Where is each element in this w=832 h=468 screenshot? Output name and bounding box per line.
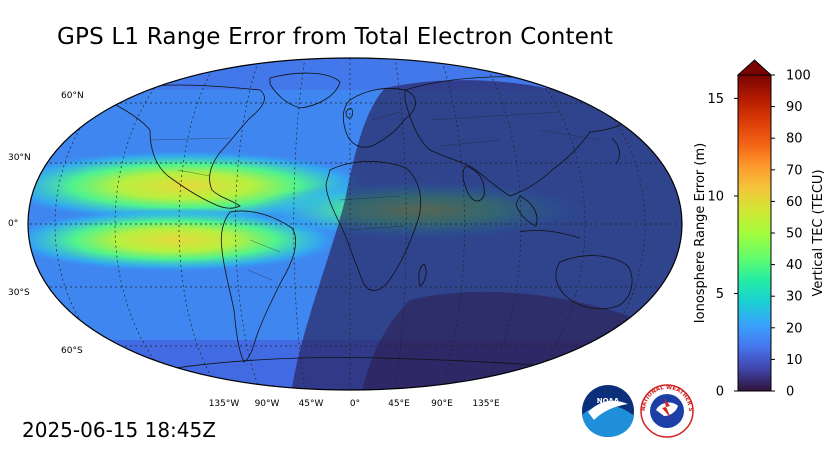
colorbar-right-tick-label: 30 [786, 290, 803, 305]
colorbar-right-tick-label: 40 [786, 258, 803, 273]
colorbar-gradient [737, 74, 772, 392]
lon-label-90w: 90°W [255, 399, 280, 409]
lon-label-0: 0° [350, 399, 360, 409]
lon-label-45e: 45°E [388, 399, 410, 409]
lat-label-60s: 60°S [61, 346, 83, 356]
colorbar-right-tick-label: 80 [786, 132, 803, 147]
colorbar-right-tick-label: 70 [786, 163, 803, 178]
greenland [269, 72, 341, 109]
madagascar [418, 263, 427, 287]
lon-label-135e: 135°E [472, 399, 500, 409]
australia [555, 255, 633, 310]
globe [28, 58, 682, 390]
chart-title: GPS L1 Range Error from Total Electron C… [57, 24, 614, 50]
colorbar-right-tick-label: 100 [786, 69, 811, 84]
lon-label-90e: 90°E [431, 399, 453, 409]
lat-label-30s: 30°S [8, 288, 30, 298]
north-america [109, 84, 265, 209]
colorbar-right-tick-label: 10 [786, 353, 803, 368]
tec-polar-north [28, 58, 682, 90]
colorbar-right-label: Vertical TEC (TECU) [811, 169, 826, 296]
japan [611, 137, 620, 165]
africa [325, 161, 422, 291]
colorbar-right-tick-label: 0 [786, 385, 794, 400]
colorbar-left-tick-label: 15 [707, 92, 724, 107]
colorbar: 0 5 10 15 0 10 20 30 40 50 60 70 80 90 100 Ionosphere… [693, 59, 826, 400]
country-borders [149, 111, 601, 281]
lon-label-45w: 45°W [299, 399, 324, 409]
lat-label-30n: 30°N [8, 153, 31, 163]
colorbar-right-tick-label: 50 [786, 227, 803, 242]
colorbar-left-tick-label: 10 [707, 189, 724, 204]
lat-label-60n: 60°N [61, 91, 84, 101]
colorbar-extend-arrow [736, 59, 773, 76]
noaa-logo: NOAA [582, 385, 634, 437]
colorbar-right-tick-label: 90 [786, 100, 803, 115]
noaa-logo-text: NOAA [597, 397, 620, 405]
colorbar-left-tick-label: 0 [716, 385, 724, 400]
timestamp: 2025-06-15 18:45Z [22, 418, 216, 442]
lon-label-135w: 135°W [209, 399, 240, 409]
uk [345, 108, 353, 119]
southeast-asia [515, 195, 538, 227]
globe-outline [27, 57, 683, 391]
india [462, 165, 485, 202]
europe [342, 88, 416, 148]
lat-label-0: 0° [8, 219, 18, 229]
colorbar-left-tick-label: 5 [716, 287, 724, 302]
colorbar-left-label: Ionosphere Range Error (m) [693, 143, 708, 323]
colorbar-right-tick-label: 20 [786, 321, 803, 336]
new-zealand [647, 317, 654, 339]
south-america [220, 210, 296, 363]
indonesia [519, 230, 581, 239]
colorbar-right-tick-label: 60 [786, 195, 803, 210]
